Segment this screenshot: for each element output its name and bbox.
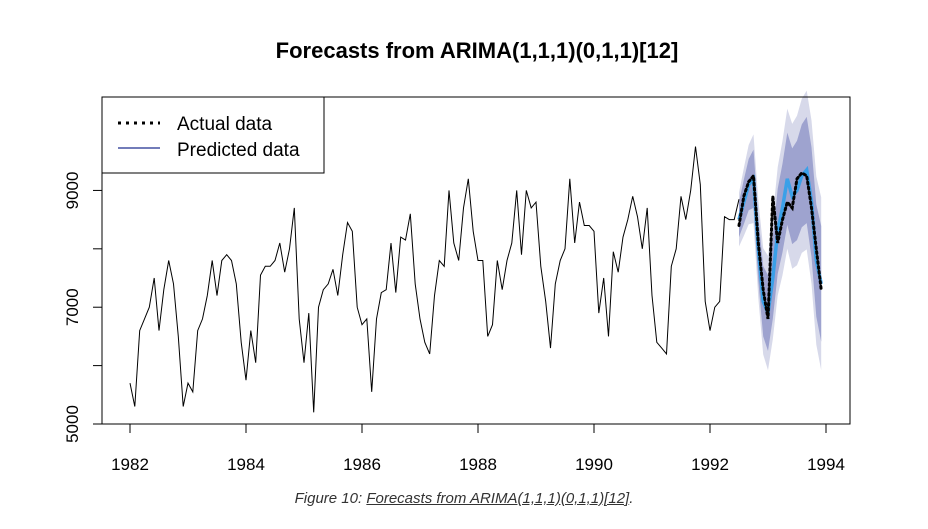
plot-area	[129, 90, 823, 413]
x-tick-label-1982: 1982	[111, 455, 149, 474]
forecast-chart: Forecasts from ARIMA(1,1,1)(0,1,1)[12] 1…	[63, 38, 851, 474]
y-tick-label-7000: 7000	[63, 288, 82, 326]
x-tick-label-1986: 1986	[343, 455, 381, 474]
axes: 1982 1984 1986 1988 1990 1992 1994 5000 7000 9000	[63, 172, 845, 474]
y-tick-label-9000: 9000	[63, 172, 82, 210]
caption-prefix: Figure 10:	[294, 490, 367, 507]
x-tick-label-1984: 1984	[227, 455, 265, 474]
x-tick-label-1988: 1988	[459, 455, 497, 474]
figure-caption: Figure 10: Forecasts from ARIMA(1,1,1)(0…	[0, 490, 928, 507]
legend-predicted-label: Predicted data	[177, 140, 300, 161]
caption-suffix: .	[629, 490, 634, 507]
x-tick-label-1992: 1992	[691, 455, 729, 474]
legend: Actual data Predicted data	[101, 96, 325, 174]
history-line	[129, 146, 740, 413]
y-tick-label-5000: 5000	[63, 405, 82, 443]
caption-title-link[interactable]: Forecasts from ARIMA(1,1,1)(0,1,1)[12]	[366, 490, 630, 507]
legend-box	[101, 96, 325, 174]
x-tick-label-1990: 1990	[575, 455, 613, 474]
x-tick-label-1994: 1994	[807, 455, 845, 474]
actual-dotted-line	[737, 170, 823, 320]
legend-actual-label: Actual data	[177, 114, 272, 135]
chart-title: Forecasts from ARIMA(1,1,1)(0,1,1)[12]	[276, 38, 679, 63]
